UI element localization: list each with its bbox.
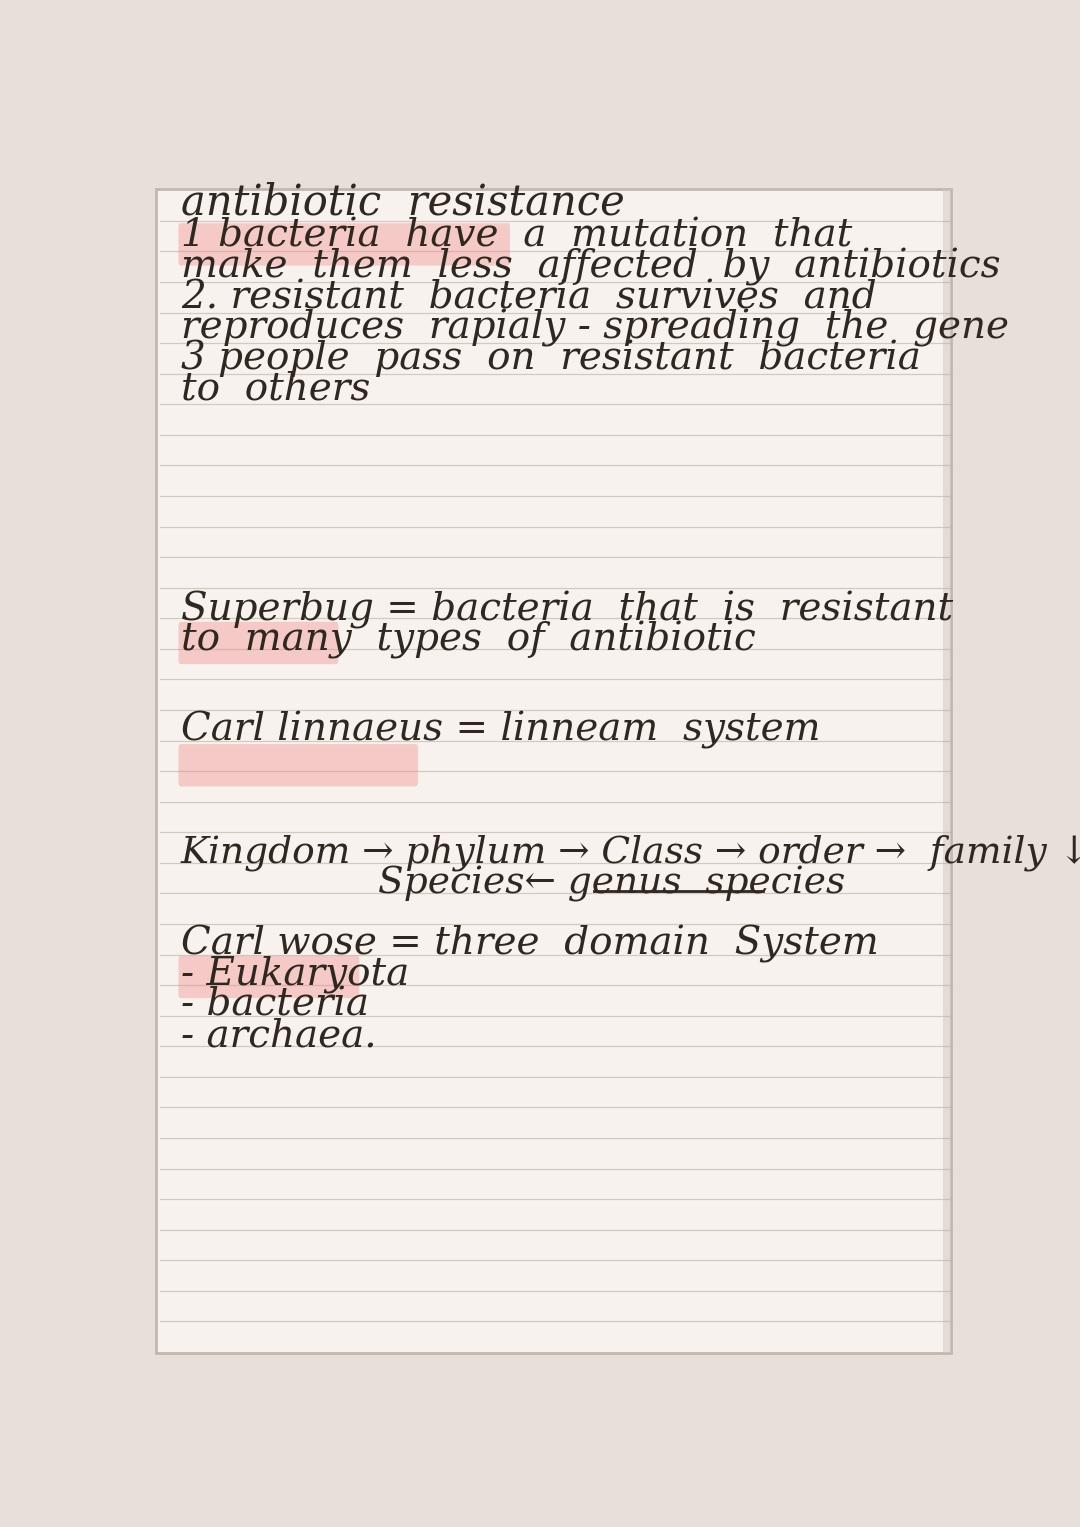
Bar	[943, 189, 951, 1353]
FancyBboxPatch shape	[178, 744, 418, 786]
Text: 3 people  pass  on  resistant  bacteria: 3 people pass on resistant bacteria	[181, 339, 921, 377]
Text: antibiotic  resistance: antibiotic resistance	[181, 182, 625, 223]
Text: Kingdom → phylum → Class → order →  family ↓: Kingdom → phylum → Class → order → famil…	[181, 835, 1080, 870]
Text: - archaea.: - archaea.	[181, 1017, 377, 1055]
Text: Carl wose = three  domain  System: Carl wose = three domain System	[181, 925, 879, 964]
Text: - bacteria: - bacteria	[181, 986, 369, 1025]
FancyBboxPatch shape	[156, 189, 951, 1353]
Text: Species← genus  species: Species← genus species	[378, 866, 845, 901]
FancyBboxPatch shape	[178, 223, 510, 266]
Text: reproduces  rapialy - spreading  the  gene: reproduces rapialy - spreading the gene	[181, 308, 1009, 347]
Text: 1 bacteria  have  a  mutation  that: 1 bacteria have a mutation that	[181, 218, 852, 255]
FancyBboxPatch shape	[178, 621, 338, 664]
Text: to  many  types  of  antibiotic: to many types of antibiotic	[181, 621, 756, 660]
Text: 2. resistant  bacteria  survives  and: 2. resistant bacteria survives and	[181, 279, 877, 316]
Text: Superbug = bacteria  that  is  resistant: Superbug = bacteria that is resistant	[181, 591, 954, 629]
FancyBboxPatch shape	[178, 956, 360, 999]
Text: to  others: to others	[181, 371, 370, 408]
Text: - Eukaryota: - Eukaryota	[181, 956, 409, 994]
Text: Carl linnaeus = linneam  system: Carl linnaeus = linneam system	[181, 710, 821, 748]
Text: make  them  less  affected  by  antibiotics: make them less affected by antibiotics	[181, 247, 1001, 286]
